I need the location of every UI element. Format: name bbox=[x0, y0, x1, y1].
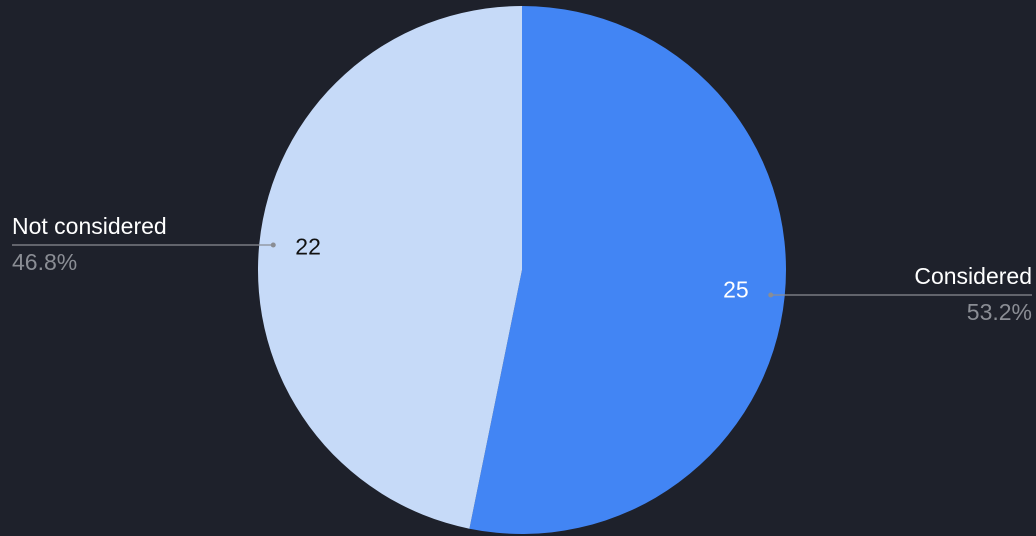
category-label: Not considered bbox=[12, 213, 167, 239]
percent-label: 53.2% bbox=[967, 299, 1032, 325]
pie-slice bbox=[469, 6, 786, 534]
value-label: 25 bbox=[723, 277, 749, 303]
pie-slice bbox=[257, 6, 522, 529]
leader-dot bbox=[270, 242, 276, 248]
value-label: 22 bbox=[295, 234, 321, 260]
leader-dot bbox=[768, 292, 774, 298]
category-label: Considered bbox=[914, 263, 1032, 289]
percent-label: 46.8% bbox=[12, 249, 77, 275]
